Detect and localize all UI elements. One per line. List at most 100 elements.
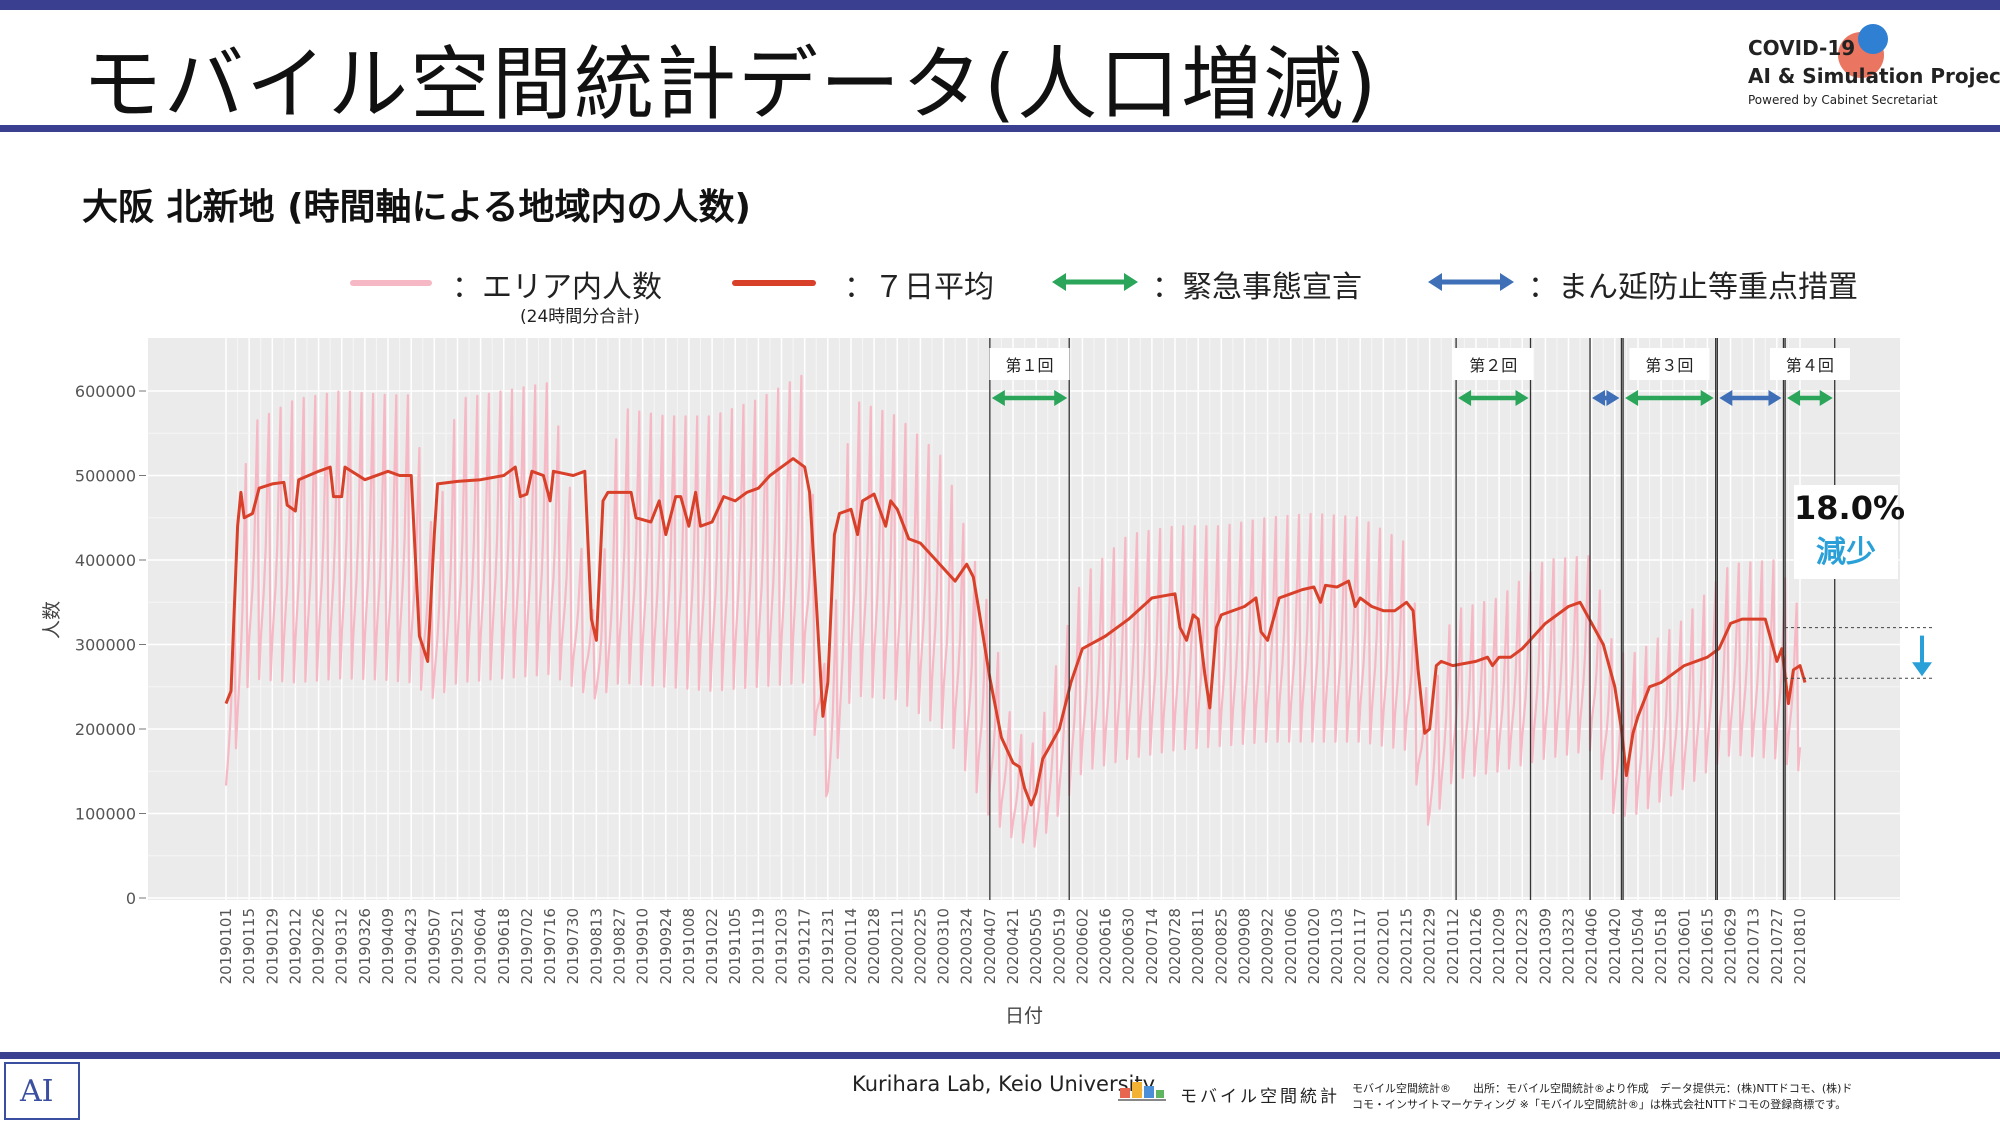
x-tick-label: 20210504 (1629, 908, 1647, 984)
y-tick-label: 400000 (75, 551, 136, 570)
declaration-label-box (989, 348, 1070, 380)
x-tick-label: 20200602 (1073, 908, 1091, 984)
x-tick-label: 20200922 (1259, 908, 1277, 984)
x-tick-label: 20191217 (796, 908, 814, 984)
x-tick-label: 20201020 (1305, 908, 1323, 984)
x-tick-label: 20190716 (541, 908, 559, 984)
x-tick-label: 20200211 (888, 908, 906, 984)
x-tick-label: 20190924 (657, 908, 675, 984)
x-tick-label: 20200811 (1189, 908, 1207, 984)
reduction-callout: 18.0% 減少 (1794, 485, 1906, 579)
x-tick-label: 20190910 (634, 908, 652, 984)
emergency-arrow-head (1458, 390, 1472, 406)
x-tick-label: 20191008 (680, 908, 698, 984)
x-tick-label: 20210126 (1467, 908, 1485, 984)
x-tick-label: 20200324 (958, 908, 976, 984)
semi-emergency-arrow-head (1768, 390, 1782, 406)
emergency-arrow-head (1054, 390, 1068, 406)
x-tick-label: 20200114 (842, 908, 860, 984)
mobile-spatial-stats-logo-icon (1118, 1082, 1166, 1101)
x-tick-label: 20200616 (1097, 908, 1115, 984)
x-tick-label: 20191119 (749, 908, 767, 984)
y-tick-label: 100000 (75, 805, 136, 824)
x-tick-label: 20190312 (333, 908, 351, 984)
x-tick-label: 20201229 (1421, 908, 1439, 984)
legend-semi-label: ：まん延防止等重点措置 (1528, 270, 1858, 305)
chart-subtitle: 大阪 北新地 (時間軸による地域内の人数) (82, 187, 751, 228)
emergency-arrow-head (1515, 390, 1529, 406)
reduction-percent: 18.0% (1794, 489, 1906, 527)
emergency-arrow-head (1819, 390, 1833, 406)
x-tick-label: 20210112 (1444, 908, 1462, 984)
x-tick-label: 20200908 (1235, 908, 1253, 984)
x-tick-label: 20201117 (1351, 908, 1369, 984)
x-tick-label: 20201215 (1398, 908, 1416, 984)
x-tick-label: 20210727 (1768, 908, 1786, 984)
x-tick-label: 20190212 (286, 908, 304, 984)
x-tick-label: 20210309 (1536, 908, 1554, 984)
logo-line-1: COVID-19 (1748, 36, 1856, 60)
x-tick-label: 20210518 (1652, 908, 1670, 984)
footer-note-line-1: モバイル空間統計® 出所：モバイル空間統計®より作成 データ提供元：(株)NTT… (1352, 1082, 1853, 1095)
legend-semi-arrow-icon (1428, 273, 1514, 291)
x-tick-label: 20190326 (356, 908, 374, 984)
emergency-arrow-head (1625, 390, 1639, 406)
x-tick-label: 20190226 (310, 908, 328, 984)
declaration-label-box (1769, 348, 1850, 380)
legend-emergency-label: ：緊急事態宣言 (1152, 270, 1362, 305)
plot-area (148, 338, 1900, 900)
x-tick-label: 20190604 (472, 908, 490, 984)
semi-emergency-arrow-head (1606, 390, 1620, 406)
x-tick-label: 20190521 (448, 908, 466, 984)
emergency-arrow-head (991, 390, 1005, 406)
legend-emergency-arrow-icon (1052, 273, 1138, 291)
y-tick-label: 200000 (75, 720, 136, 739)
declaration-label: 第２回 (1469, 356, 1517, 375)
x-tick-label: 20200505 (1027, 908, 1045, 984)
x-tick-label: 20190618 (495, 908, 513, 984)
y-axis-label: 人数 (41, 601, 63, 639)
y-tick-label: 500000 (75, 467, 136, 486)
logo-blue-dot-icon (1858, 24, 1888, 54)
x-tick-label: 20210406 (1583, 908, 1601, 984)
legend-daily-swatch (350, 280, 432, 286)
semi-emergency-arrow-head (1592, 390, 1606, 406)
x-tick-label: 20190827 (611, 908, 629, 984)
x-tick-label: 20201103 (1328, 908, 1346, 984)
x-tick-label: 20210629 (1722, 908, 1740, 984)
declaration-label-box (1453, 348, 1534, 380)
x-tick-label: 20201006 (1282, 908, 1300, 984)
population-chart: 20190101 20190115 20190129 20190212 20190226… (41, 338, 1935, 1027)
y-tick-label: 300000 (75, 636, 136, 655)
daily-series-line (224, 374, 1802, 848)
x-tick-label: 20190101 (217, 908, 235, 984)
x-tick-label: 20200714 (1143, 908, 1161, 984)
x-tick-label: 20200310 (935, 908, 953, 984)
x-tick-label: 20200825 (1212, 908, 1230, 984)
slide-title: モバイル空間統計データ(人口増減) (82, 38, 1379, 131)
x-tick-label: 20200728 (1166, 908, 1184, 984)
x-tick-label: 20210615 (1698, 908, 1716, 984)
logo-line-2: AI & Simulation Project (1748, 64, 2000, 88)
title-divider (0, 125, 2000, 132)
x-tick-label: 20190423 (402, 908, 420, 984)
x-tick-label: 20191105 (726, 908, 744, 984)
project-logo: COVID-19 AI & Simulation Project Powered… (1748, 24, 2000, 115)
y-tick-label: 600000 (75, 382, 136, 401)
emergency-arrow-head (1787, 390, 1801, 406)
x-tick-label: 20201201 (1374, 908, 1392, 984)
semi-emergency-arrow-head (1719, 390, 1733, 406)
footer-brand: モバイル空間統計 (1180, 1087, 1340, 1107)
x-tick-label: 20191231 (819, 908, 837, 984)
x-tick-label: 20190813 (587, 908, 605, 984)
x-tick-label: 20210209 (1490, 908, 1508, 984)
x-tick-label: 20190129 (263, 908, 281, 984)
x-tick-label: 20210420 (1606, 908, 1624, 984)
x-tick-label: 20190507 (425, 908, 443, 984)
x-tick-label: 20210713 (1745, 908, 1763, 984)
x-tick-label: 20190115 (240, 908, 258, 984)
legend-daily-sublabel: (24時間分合計) (520, 307, 640, 327)
x-tick-label: 20200128 (865, 908, 883, 984)
declaration-label: 第３回 (1645, 356, 1693, 375)
x-tick-label: 20191203 (773, 908, 791, 984)
